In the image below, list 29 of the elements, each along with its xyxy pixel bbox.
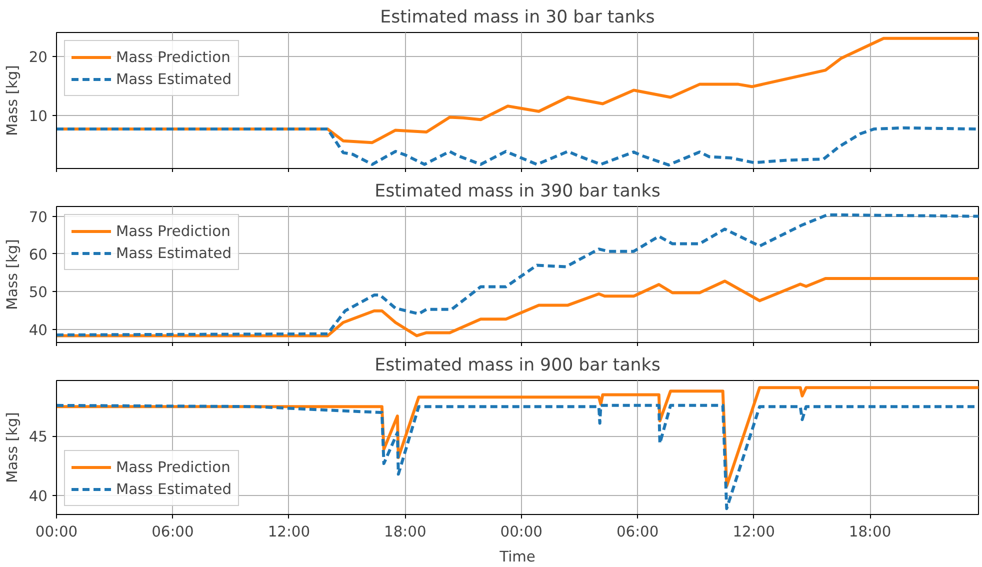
y-tick-label: 10 <box>28 108 48 126</box>
x-tick-label: 18:00 <box>384 524 426 540</box>
y-tick-label: 40 <box>28 322 48 339</box>
x-axis-title: Time <box>498 548 536 566</box>
x-tick-label: 12:00 <box>268 524 310 540</box>
x-tick-label: 00:00 <box>500 524 543 540</box>
y-tick-label: 45 <box>28 428 48 446</box>
y-tick-label: 40 <box>28 488 48 506</box>
y-tick-label: 20 <box>28 49 48 66</box>
y-axis-title: Mass [kg] <box>4 412 21 483</box>
chart-title: Estimated mass in 390 bar tanks <box>374 182 660 202</box>
y-axis-title: Mass [kg] <box>4 65 21 136</box>
legend-label: Mass Prediction <box>116 222 230 240</box>
y-tick-label: 50 <box>28 284 48 302</box>
chart-title: Estimated mass in 30 bar tanks <box>380 8 655 28</box>
x-tick-label: 12:00 <box>732 524 775 540</box>
legend-label: Mass Prediction <box>116 48 230 66</box>
chart-title: Estimated mass in 900 bar tanks <box>374 356 660 376</box>
legend-label: Mass Prediction <box>116 458 230 476</box>
x-tick-label: 00:00 <box>35 524 78 540</box>
y-tick-label: 70 <box>28 208 48 226</box>
y-tick-label: 60 <box>28 246 48 264</box>
x-tick-label: 18:00 <box>848 524 892 540</box>
x-tick-label: 06:00 <box>616 524 659 540</box>
y-axis-title: Mass [kg] <box>4 239 21 310</box>
x-tick-label: 06:00 <box>152 524 194 540</box>
legend-label: Mass Estimated <box>116 244 232 262</box>
legend-label: Mass Estimated <box>116 70 232 88</box>
legend-label: Mass Estimated <box>116 480 232 498</box>
